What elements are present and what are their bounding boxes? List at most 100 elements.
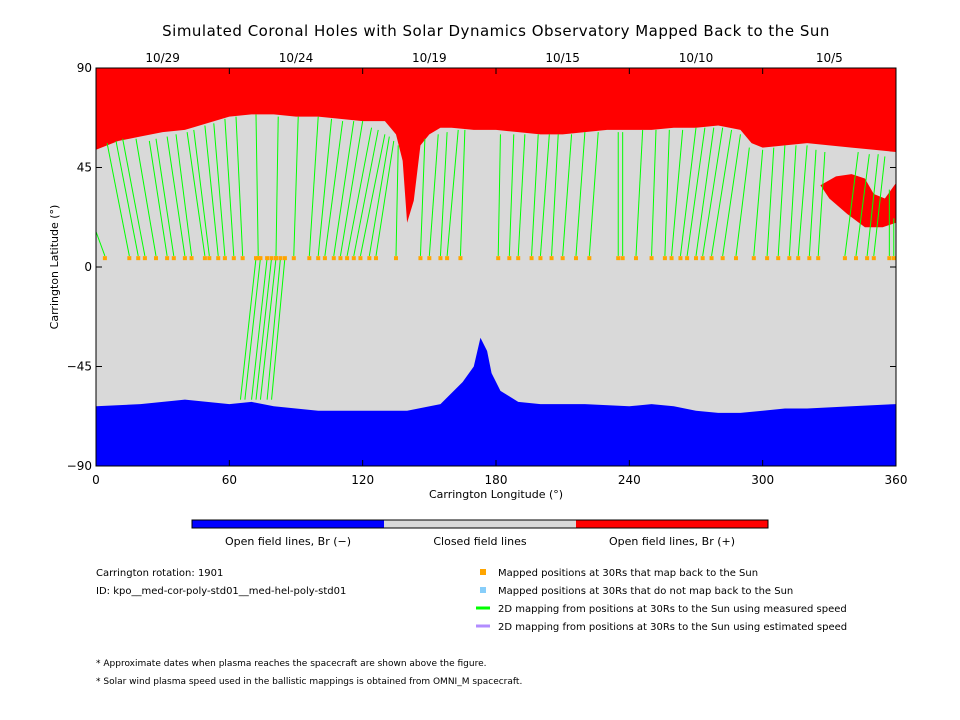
- colorbar-frame: [191, 519, 769, 529]
- mapping-line: [251, 258, 268, 400]
- mapping-line: [213, 123, 226, 256]
- mapping-line: [817, 151, 826, 256]
- mapping-line: [497, 134, 501, 256]
- mapped-position-marker: [529, 256, 534, 261]
- mapped-position-marker: [516, 256, 521, 261]
- mapped-position-marker: [274, 256, 278, 261]
- mapping-line: [664, 129, 670, 256]
- mapping-line: [175, 134, 193, 257]
- mapping-line: [293, 116, 299, 256]
- mapped-position-marker: [796, 256, 801, 261]
- mapped-position-marker: [269, 256, 274, 261]
- mapping-line: [766, 147, 775, 256]
- x-tick-label: 360: [885, 473, 908, 487]
- mapped-position-marker: [694, 256, 698, 261]
- mapped-position-marker: [438, 256, 443, 261]
- x-tick-label: 60: [222, 473, 237, 487]
- mapped-position-marker: [807, 256, 812, 261]
- open-field-positive-patch: [820, 174, 896, 228]
- mapping-line: [671, 129, 684, 256]
- mapped-position-marker: [338, 256, 343, 261]
- legend-label-estimated: 2D mapping from positions at 30Rs to the…: [498, 622, 847, 633]
- mapping-line: [808, 149, 817, 256]
- mapped-position-marker: [291, 256, 296, 261]
- mapped-position-marker: [427, 256, 432, 261]
- mapped-position-marker: [165, 256, 170, 261]
- mapped-position-marker: [256, 256, 261, 261]
- mapping-line: [186, 132, 206, 257]
- mapped-position-marker: [734, 256, 738, 261]
- model-id-text: ID: kpo__med-cor-poly-std01__med-hel-pol…: [96, 586, 346, 597]
- date-tick-label: 10/29: [145, 51, 180, 65]
- mapping-line: [166, 136, 186, 257]
- mapping-line: [459, 129, 466, 256]
- y-tick-label: 45: [77, 161, 92, 175]
- mapped-position-marker: [720, 256, 725, 261]
- mapping-line: [255, 114, 259, 256]
- mapping-line: [346, 127, 373, 257]
- legend-label-mapped: Mapped positions at 30Rs that map back t…: [498, 568, 758, 579]
- date-tick-label: 10/10: [679, 51, 714, 65]
- mapping-line: [353, 129, 379, 257]
- mapping-line: [588, 132, 599, 256]
- mapped-position-marker: [171, 256, 176, 261]
- mapped-position-marker: [458, 256, 463, 261]
- mapping-line: [873, 156, 886, 256]
- legend: Mapped positions at 30Rs that map back t…: [476, 568, 847, 633]
- mapping-line: [562, 134, 573, 256]
- mapped-position-marker: [127, 256, 132, 261]
- mapped-position-marker: [871, 256, 876, 261]
- y-tick-label: −90: [67, 459, 92, 473]
- mapping-line: [531, 134, 539, 256]
- mapping-line: [122, 138, 146, 257]
- mapping-line: [695, 127, 715, 257]
- chart-title: Simulated Coronal Holes with Solar Dynam…: [162, 22, 830, 40]
- legend-label-unmapped: Mapped positions at 30Rs that do not map…: [498, 586, 793, 597]
- mapped-position-marker: [649, 256, 654, 261]
- mapping-line: [135, 138, 157, 257]
- mapped-position-marker: [669, 256, 674, 261]
- x-tick-label: 240: [618, 473, 641, 487]
- carrington-rotation-text: Carrington rotation: 1901: [96, 568, 223, 579]
- mapped-position-marker: [222, 256, 227, 261]
- mapping-line: [359, 134, 386, 257]
- mapping-line: [204, 125, 219, 256]
- mapping-line: [855, 154, 870, 257]
- mapping-line: [866, 154, 879, 256]
- mapping-line: [651, 129, 657, 256]
- mapping-line: [679, 127, 697, 257]
- mapped-position-marker: [351, 256, 356, 261]
- mapping-line: [95, 231, 106, 257]
- legend-label-measured: 2D mapping from positions at 30Rs to the…: [498, 604, 847, 615]
- mapped-position-marker: [367, 256, 372, 261]
- x-axis: 0 60 120 180 240 300 360: [92, 68, 907, 487]
- mapping-line: [193, 129, 210, 257]
- mapping-line: [324, 121, 344, 257]
- mapped-position-marker: [265, 256, 270, 261]
- legend-marker-unmapped: [480, 587, 486, 593]
- mapping-line: [235, 116, 244, 256]
- mapped-position-marker: [816, 256, 821, 261]
- mapped-position-marker: [700, 256, 705, 261]
- mapping-line: [375, 140, 395, 257]
- mapping-line: [368, 136, 390, 257]
- mapping-line: [106, 143, 130, 257]
- mapping-line: [635, 129, 644, 256]
- mapped-position-marker: [331, 256, 336, 261]
- mapping-line: [508, 134, 515, 256]
- mapped-position-marker: [418, 256, 423, 261]
- mapping-line: [797, 145, 808, 256]
- mapping-line: [115, 140, 139, 257]
- mapped-position-marker: [634, 256, 638, 261]
- date-tick-label: 10/5: [816, 51, 843, 65]
- open-field-negative-region: [96, 337, 896, 466]
- colorbar-label-closed: Closed field lines: [433, 535, 527, 548]
- mapping-line: [517, 134, 526, 256]
- mapping-line: [266, 258, 281, 400]
- mapping-line: [259, 258, 277, 400]
- date-tick-label: 10/19: [412, 51, 447, 65]
- mapped-position-marker: [240, 256, 245, 261]
- mapped-position-marker: [278, 256, 283, 261]
- mapped-position-marker: [538, 256, 543, 261]
- x-tick-label: 120: [351, 473, 374, 487]
